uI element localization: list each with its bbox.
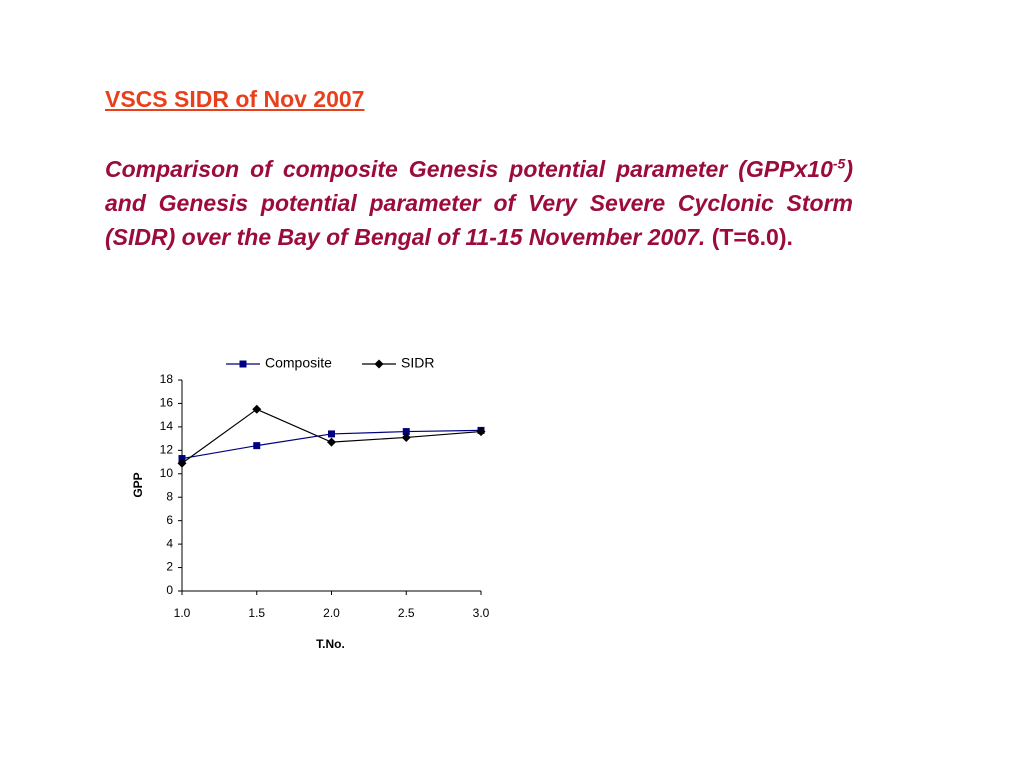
y-tick-label: 2 [166, 560, 173, 574]
y-tick-label: 18 [160, 372, 174, 386]
text: ) and Genesis potential parameter of Ver… [105, 156, 853, 250]
heading: VSCS SIDR of Nov 2007 [105, 86, 365, 112]
y-tick-label: 4 [166, 536, 173, 550]
marker [253, 442, 261, 450]
legend-marker [239, 360, 247, 368]
text: Comparison of composite Genesis potentia… [105, 156, 833, 182]
marker [252, 404, 262, 414]
x-tick-label: 3.0 [473, 606, 490, 620]
marker [402, 428, 410, 436]
marker [178, 455, 186, 463]
marker [177, 458, 187, 468]
text: (T=6.0). [705, 224, 793, 250]
y-tick-label: 10 [160, 466, 174, 480]
x-tick-label: 1.5 [248, 606, 265, 620]
y-tick-label: 14 [160, 419, 174, 433]
y-tick-label: 8 [166, 489, 173, 503]
x-axis-label: T.No. [316, 637, 345, 651]
legend-label: Composite [265, 355, 332, 371]
x-tick-label: 1.0 [174, 606, 191, 620]
marker [401, 432, 411, 442]
y-axis-label: GPP [131, 472, 145, 497]
y-tick-label: 0 [166, 583, 173, 597]
y-tick-label: 16 [160, 396, 174, 410]
x-tick-label: 2.0 [323, 606, 340, 620]
description: Comparison of composite Genesis potentia… [105, 152, 853, 254]
legend-marker [374, 359, 384, 369]
y-tick-label: 6 [166, 513, 173, 527]
legend-label: SIDR [401, 355, 434, 371]
marker [476, 427, 486, 437]
y-tick-label: 12 [160, 443, 174, 457]
marker [328, 430, 335, 438]
marker [327, 437, 336, 447]
superscript: -5 [832, 155, 846, 172]
x-tick-label: 2.5 [398, 606, 415, 620]
